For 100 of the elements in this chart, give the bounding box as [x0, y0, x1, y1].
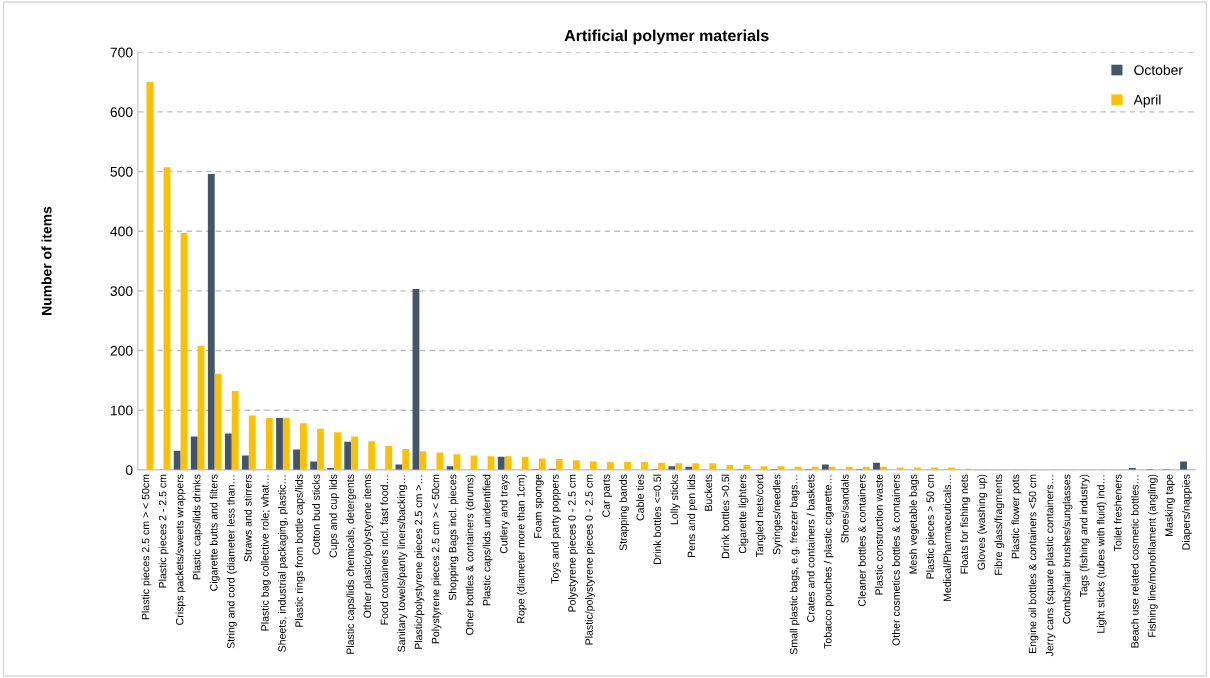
bar: [675, 463, 683, 470]
x-tick-label: Plastic caps/lids drinks: [192, 474, 203, 580]
x-tick-label: Plastic caps/lids chemicals, detergents: [346, 474, 357, 654]
x-tick-label: Car parts: [602, 474, 612, 517]
x-tick-label: Drink bottles <=0.5l: [653, 474, 662, 565]
bar: [692, 463, 700, 470]
x-tick-label: Plastic flower pots: [1011, 474, 1022, 559]
legend-label: October: [1134, 64, 1183, 75]
bar: [293, 449, 300, 470]
x-tick-label: Light sticks (tubes with fluid) ind…: [1096, 475, 1107, 633]
bar: [299, 423, 307, 470]
bar: [709, 463, 717, 470]
x-tick-label: Gloves (washing up): [977, 474, 988, 570]
y-axis-title: Number of items: [41, 206, 52, 315]
x-tick-label: Other bottles & containers (drums): [465, 474, 476, 635]
x-tick-label: Shopping Bags incl. pieces: [448, 474, 459, 601]
x-tick-label: Buckets: [704, 474, 713, 511]
bar: [344, 441, 352, 470]
x-tick-label: Crates and containers / baskets: [806, 474, 815, 622]
x-tick-label: Rope (diameter more than 1cm): [516, 474, 527, 623]
x-tick-label: Tags (fishing and industry): [1079, 474, 1090, 597]
x-tick-label: Cigarette lighters: [738, 474, 749, 554]
x-tick-label: Cigarette butts and filters: [209, 474, 220, 591]
bar: [241, 455, 249, 470]
bar: [521, 456, 529, 470]
bar: [572, 460, 580, 470]
y-tick-label: 0: [125, 465, 133, 476]
x-tick-label: Drink bottles >0.5l: [721, 474, 730, 558]
x-tick-label: Cable ties: [636, 474, 644, 521]
x-tick-label: Cutlery and trays: [499, 474, 510, 554]
bar: [265, 417, 273, 470]
x-tick-label: Toilet fresheners: [1113, 474, 1122, 552]
x-tick-label: Syringes/needles: [772, 474, 783, 555]
bar: [453, 454, 461, 470]
x-tick-label: Crisps packets/sweets wrappers: [175, 474, 186, 625]
legend-label: April: [1133, 94, 1161, 108]
x-tick-label: Plastic rings from bottle caps/lids: [295, 474, 305, 627]
x-tick-label: Plastic/polystyrene pieces 0 - 2.5 cm: [585, 474, 595, 645]
x-tick-label: Plastic construction waste: [875, 474, 883, 595]
bar: [173, 450, 181, 470]
x-tick-label: Food containers incl. fast food…: [380, 475, 389, 625]
x-tick-label: Tangled nets/cord: [755, 474, 766, 558]
x-tick-label: Plastic pieces > 50 cm: [926, 474, 937, 579]
x-tick-label: Other plastic/polystyrene items: [363, 474, 374, 618]
bar: [821, 464, 829, 470]
x-tick-label: Floats for fishing nets: [960, 474, 971, 574]
x-tick-label: Foam sponge: [534, 474, 544, 538]
y-tick-label: 700: [110, 47, 133, 58]
x-tick-label: Engine oil bottles & containers <50 cm: [1028, 474, 1039, 653]
bar: [231, 391, 239, 470]
x-tick-label: Plastic bag collective role; what…: [260, 475, 271, 631]
x-tick-label: Cleaner bottles & containers: [857, 474, 866, 607]
bar: [207, 173, 215, 470]
x-tick-label: Mesh vegetable bags: [909, 474, 919, 574]
x-tick-label: Plastic caps/lids unidentified: [482, 474, 493, 606]
bar: [402, 448, 410, 470]
x-tick-label: Tobacco pouches / plastic cigarette…: [823, 475, 834, 649]
bar: [334, 432, 341, 470]
bar: [214, 373, 222, 470]
bar: [276, 417, 283, 470]
bar: [436, 452, 444, 470]
x-tick-label: Straws and stirrers: [243, 474, 252, 562]
x-tick-label: Diapers/nappies: [1182, 474, 1192, 550]
x-tick-label: Jerry cans (square plastic containers…: [1045, 475, 1056, 657]
bar: [419, 451, 427, 470]
x-tick-label: Sanitary towels/panty liners/backing…: [397, 475, 408, 652]
bar: [317, 428, 324, 470]
bar: [368, 441, 376, 470]
bar: [351, 436, 358, 470]
x-tick-label: Medical/Pharmaceuticals…: [943, 475, 951, 602]
x-tick-label: Polystyrene pieces 2.5 cm > < 50cm: [431, 474, 442, 644]
y-tick-label: 500: [110, 166, 133, 177]
chart-title: Artificial polymer materials: [564, 29, 769, 45]
y-tick-label: 600: [110, 107, 133, 118]
bar: [385, 445, 393, 470]
x-tick-label: Polystyrene pieces 0 - 2.5 cm: [567, 474, 578, 612]
bar: [282, 417, 290, 470]
bar: [224, 433, 232, 470]
x-tick-label: Pens and pen lids: [687, 474, 698, 558]
x-tick-label: Toys and party poppers: [550, 474, 561, 584]
bar: [538, 458, 546, 470]
bar: [641, 462, 648, 470]
bar: [248, 415, 256, 470]
y-tick-label: 300: [110, 286, 133, 297]
x-tick-label: Beach use related cosmetic bottles…: [1130, 475, 1139, 648]
x-tick-label: Sheets, industrial packaging, plastic…: [278, 475, 288, 652]
x-tick-label: Cups and cup lids: [329, 474, 340, 558]
x-tick-label: Plastic pieces 2.5 cm > < 50cm: [141, 474, 152, 620]
x-tick-label: Plastic/polystyrene pieces 2.5 cm >…: [414, 475, 425, 649]
x-tick-label: Lolly sticks: [670, 474, 681, 525]
x-tick-label: Other cosmetics bottles & containers: [892, 474, 900, 646]
x-tick-label: Plastic pieces 2 - 2.5 cm: [158, 474, 169, 588]
x-tick-label: Strapping bands: [619, 474, 629, 551]
bar: [190, 436, 198, 470]
x-tick-label: Fishing line/monofilament (angling): [1147, 474, 1158, 637]
bar: [555, 459, 563, 470]
x-tick-label: Shoes/sandals: [840, 474, 849, 543]
y-tick-label: 400: [110, 226, 133, 237]
x-tick-label: Small plastic bags, e.g. freezer bags…: [789, 475, 800, 655]
y-tick-label: 200: [110, 345, 133, 356]
